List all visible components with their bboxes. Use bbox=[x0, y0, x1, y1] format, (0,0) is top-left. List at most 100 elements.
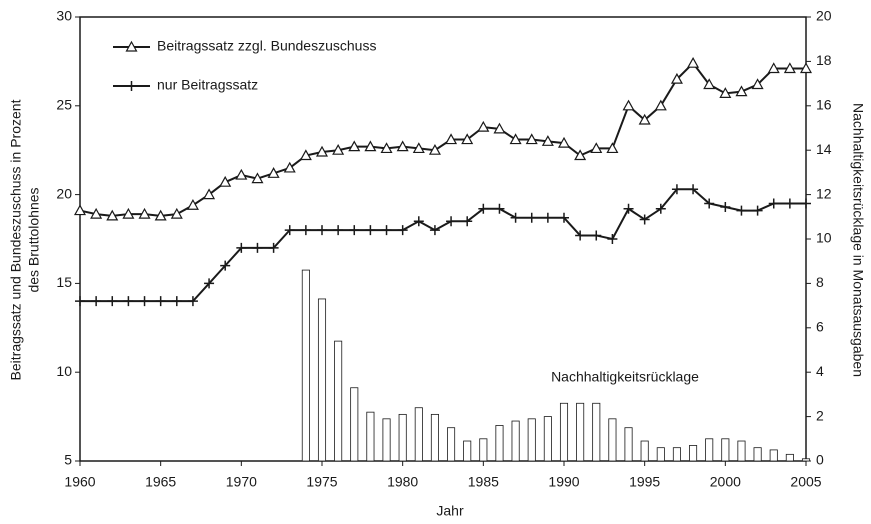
marker bbox=[412, 142, 425, 154]
y2-tick-label: 18 bbox=[816, 52, 832, 68]
marker bbox=[670, 72, 683, 84]
bar bbox=[689, 445, 698, 462]
marker bbox=[477, 120, 490, 132]
y2-tick-label: 12 bbox=[816, 185, 832, 201]
marker bbox=[655, 203, 666, 214]
y-tick-label: 15 bbox=[56, 274, 72, 290]
bar bbox=[737, 440, 746, 462]
legend-label: nur Beitragssatz bbox=[157, 77, 258, 93]
marker bbox=[606, 142, 619, 154]
marker bbox=[478, 203, 489, 214]
marker bbox=[91, 296, 102, 307]
marker bbox=[75, 296, 85, 307]
marker bbox=[510, 212, 521, 223]
marker bbox=[125, 40, 138, 52]
bar bbox=[334, 340, 343, 462]
bar bbox=[479, 438, 488, 462]
marker bbox=[704, 198, 715, 209]
marker bbox=[123, 296, 134, 307]
x-tick-label: 2000 bbox=[710, 474, 741, 490]
marker bbox=[559, 212, 569, 223]
x-tick-label: 1980 bbox=[387, 474, 418, 490]
marker bbox=[380, 142, 393, 154]
marker bbox=[397, 225, 408, 236]
marker bbox=[428, 143, 441, 155]
marker bbox=[654, 99, 667, 111]
marker bbox=[219, 175, 232, 187]
y-tick-label: 25 bbox=[56, 97, 72, 113]
x-tick-label: 1990 bbox=[548, 474, 579, 490]
x-tick-label: 1965 bbox=[145, 474, 176, 490]
marker bbox=[461, 133, 474, 145]
annotation: Nachhaltigkeitsrücklage bbox=[551, 369, 699, 385]
marker bbox=[542, 212, 553, 223]
y-tick-label: 20 bbox=[56, 185, 72, 201]
marker bbox=[541, 135, 554, 146]
marker bbox=[768, 198, 779, 209]
y-axis-label: Beitragssatz und Bundeszuschuss in Proze… bbox=[8, 99, 24, 380]
marker bbox=[801, 198, 811, 209]
bar bbox=[576, 402, 585, 462]
bar bbox=[721, 438, 730, 462]
marker bbox=[590, 142, 603, 154]
marker bbox=[349, 225, 360, 236]
marker bbox=[736, 205, 747, 216]
marker bbox=[73, 204, 87, 216]
marker bbox=[154, 209, 167, 221]
marker bbox=[187, 296, 198, 307]
legend-label: Beitragssatz zzgl. Bundeszuschuss bbox=[157, 38, 376, 54]
y2-tick-label: 4 bbox=[816, 363, 824, 379]
marker bbox=[299, 149, 312, 161]
marker bbox=[126, 81, 137, 91]
bar bbox=[624, 427, 633, 462]
line bbox=[79, 61, 806, 217]
marker bbox=[170, 207, 183, 219]
marker bbox=[607, 234, 618, 244]
marker bbox=[557, 136, 571, 148]
bar bbox=[398, 413, 407, 462]
bar bbox=[350, 387, 359, 462]
marker bbox=[252, 242, 263, 253]
marker bbox=[317, 225, 327, 236]
marker bbox=[719, 87, 732, 98]
marker bbox=[784, 198, 795, 209]
bar bbox=[608, 418, 617, 462]
marker bbox=[203, 188, 216, 200]
bar bbox=[801, 458, 811, 462]
marker bbox=[703, 78, 716, 90]
x-tick-label: 1995 bbox=[629, 474, 660, 490]
marker bbox=[671, 184, 682, 195]
marker bbox=[623, 203, 634, 214]
y-tick-label: 10 bbox=[56, 363, 72, 379]
marker bbox=[413, 216, 424, 227]
marker bbox=[574, 149, 587, 161]
bar bbox=[705, 438, 714, 462]
marker bbox=[639, 214, 650, 225]
marker bbox=[315, 145, 329, 157]
marker bbox=[591, 230, 602, 241]
y2-tick-label: 0 bbox=[816, 452, 824, 468]
marker bbox=[236, 242, 247, 253]
marker bbox=[139, 296, 150, 307]
marker bbox=[752, 205, 763, 216]
bar bbox=[640, 440, 649, 462]
x-tick-label: 1970 bbox=[226, 474, 257, 490]
marker bbox=[138, 207, 151, 219]
marker bbox=[381, 225, 392, 236]
y2-tick-label: 8 bbox=[816, 274, 824, 290]
marker bbox=[365, 225, 376, 236]
marker bbox=[526, 212, 537, 223]
y2-tick-label: 14 bbox=[816, 141, 832, 157]
marker bbox=[493, 122, 506, 134]
marker bbox=[509, 133, 522, 145]
marker bbox=[364, 140, 377, 152]
bar bbox=[447, 427, 456, 462]
bar bbox=[753, 447, 762, 462]
marker bbox=[638, 113, 651, 125]
bar bbox=[769, 449, 778, 462]
y2-tick-label: 16 bbox=[816, 97, 832, 113]
marker bbox=[106, 209, 119, 221]
marker bbox=[688, 184, 699, 195]
bar bbox=[592, 402, 601, 462]
x-tick-label: 1985 bbox=[468, 474, 499, 490]
